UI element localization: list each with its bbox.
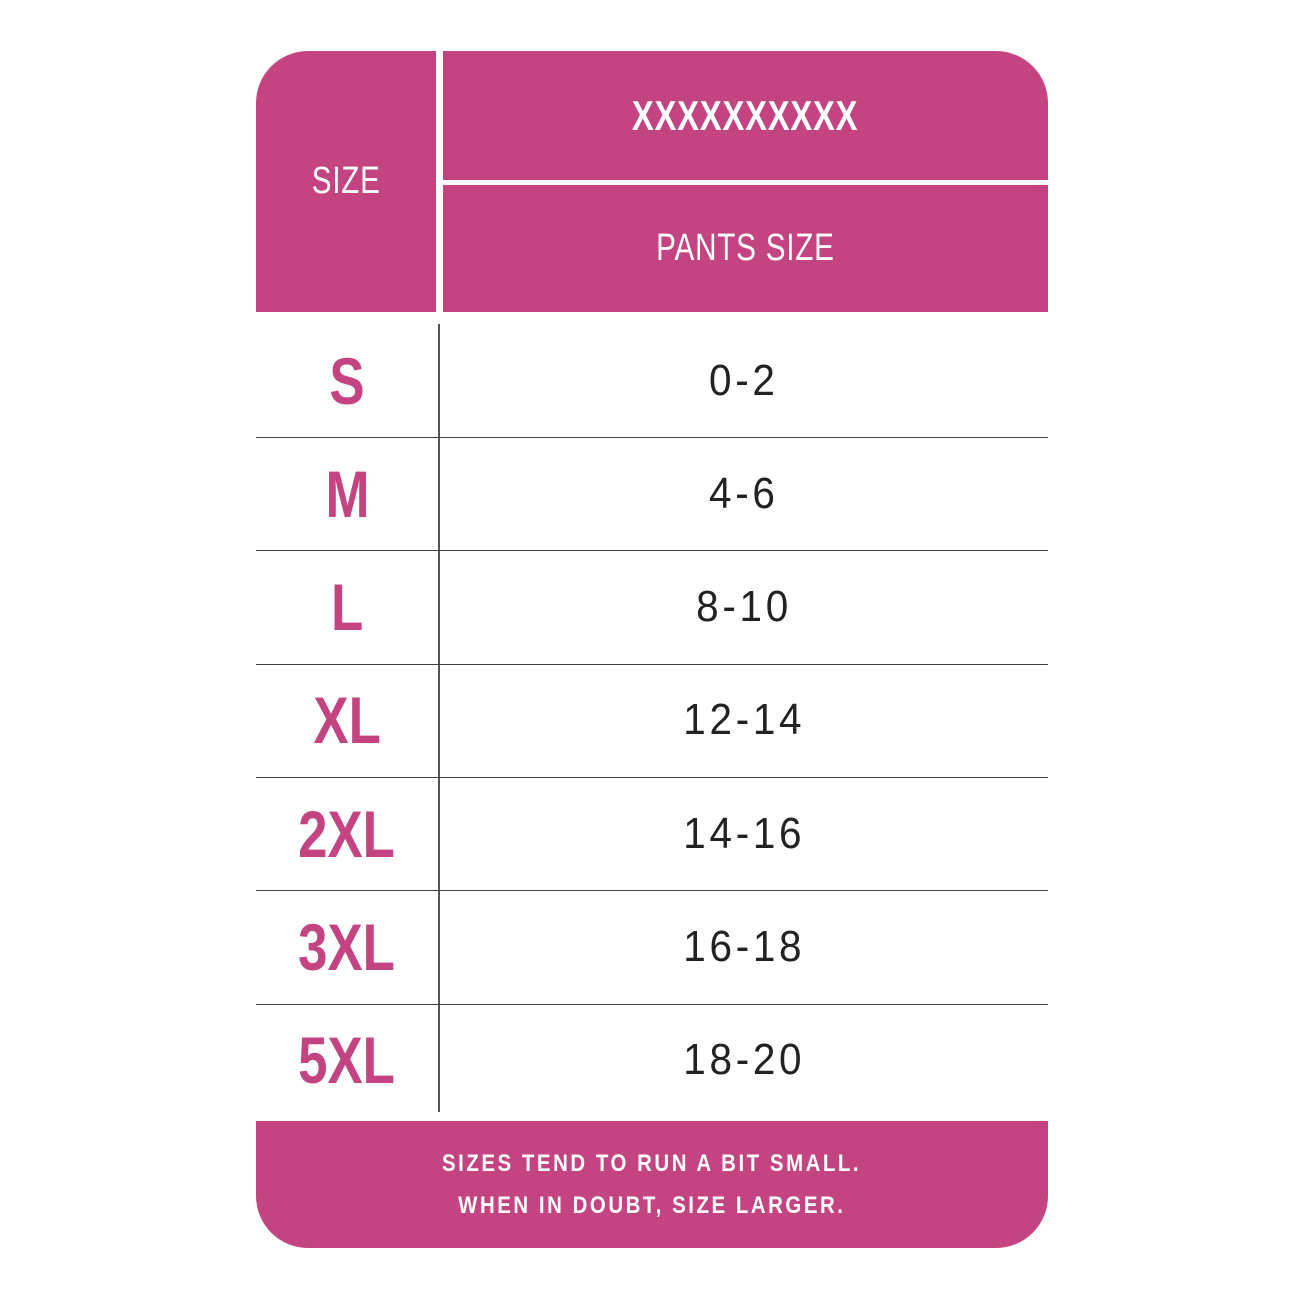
table-row: 5XL 18-20 <box>256 1004 1048 1117</box>
table-row: XL 12-14 <box>256 664 1048 778</box>
pants-size-cell: 18-20 <box>440 1004 1048 1117</box>
footer-line-2: WHEN IN DOUBT, SIZE LARGER. <box>458 1191 846 1219</box>
pants-size-value: 18-20 <box>683 1035 805 1085</box>
pants-size-cell: 0-2 <box>440 324 1048 437</box>
pants-size-value: 0-2 <box>709 355 779 405</box>
pants-size-value: 14-16 <box>683 808 805 858</box>
pants-size-header: PANTS SIZE <box>443 185 1048 312</box>
pants-size-value: 16-18 <box>683 922 805 971</box>
pants-size-value: 12-14 <box>683 695 805 745</box>
size-cell: L <box>256 551 438 664</box>
size-cell: 3XL <box>256 891 438 1004</box>
size-label: 2XL <box>298 796 396 871</box>
table-row: L 8-10 <box>256 551 1048 665</box>
size-cell: M <box>256 437 438 550</box>
table-row: S 0-2 <box>256 324 1048 438</box>
chart-title-cell: XXXXXXXXXX <box>443 51 1048 180</box>
size-label: 5XL <box>298 1023 396 1098</box>
pants-size-value: 8-10 <box>696 582 792 632</box>
pants-size-cell: 12-14 <box>440 664 1048 777</box>
footer-note: SIZES TEND TO RUN A BIT SMALL. WHEN IN D… <box>256 1121 1048 1248</box>
pants-size-cell: 14-16 <box>440 777 1048 890</box>
table-row: 3XL 16-18 <box>256 891 1048 1005</box>
size-label: XL <box>313 683 381 758</box>
size-label: S <box>329 343 365 418</box>
pants-size-label: PANTS SIZE <box>656 227 835 269</box>
size-cell: 5XL <box>256 1004 438 1117</box>
table-row: 2XL 14-16 <box>256 777 1048 892</box>
size-column-header: SIZE <box>256 51 436 312</box>
pants-size-cell: 16-18 <box>440 891 1048 1004</box>
size-label: L <box>330 570 364 645</box>
pants-size-cell: 8-10 <box>440 551 1048 664</box>
size-cell: S <box>256 324 438 437</box>
pants-size-cell: 4-6 <box>440 437 1048 550</box>
size-cell: XL <box>256 664 438 777</box>
chart-title: XXXXXXXXXX <box>632 91 859 139</box>
pants-size-value: 4-6 <box>709 468 779 518</box>
footer-line-1: SIZES TEND TO RUN A BIT SMALL. <box>442 1149 862 1177</box>
size-cell: 2XL <box>256 777 438 890</box>
column-divider <box>438 324 440 1112</box>
table-row: M 4-6 <box>256 437 1048 552</box>
size-header-label: SIZE <box>311 160 381 202</box>
size-label: M <box>324 456 369 531</box>
size-label: 3XL <box>298 910 396 984</box>
